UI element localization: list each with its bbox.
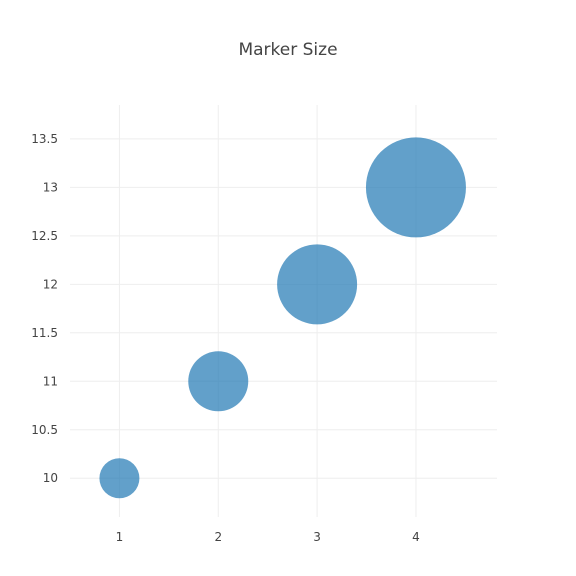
- y-tick-label: 11.5: [31, 326, 58, 340]
- scatter-marker: [365, 137, 466, 238]
- scatter-marker: [277, 244, 358, 325]
- y-tick-label: 12.5: [31, 229, 58, 243]
- x-tick-label: 4: [412, 530, 420, 544]
- scatter-marker: [188, 351, 249, 412]
- y-axis-ticks: 10 10.5 11 11.5 12 12.5 13 13.5: [31, 132, 58, 485]
- y-tick-label: 10.5: [31, 423, 58, 437]
- x-tick-label: 3: [313, 530, 321, 544]
- x-tick-label: 2: [214, 530, 222, 544]
- y-tick-label: 13: [43, 180, 58, 194]
- y-tick-label: 13.5: [31, 132, 58, 146]
- y-tick-label: 11: [43, 374, 58, 388]
- x-tick-label: 1: [116, 530, 124, 544]
- y-tick-label: 12: [43, 277, 58, 291]
- x-axis-ticks: 1 2 3 4: [116, 530, 420, 544]
- y-tick-label: 10: [43, 471, 58, 485]
- chart-title: Marker Size: [238, 40, 338, 60]
- scatter-marker: [99, 458, 140, 499]
- markers: [99, 137, 466, 499]
